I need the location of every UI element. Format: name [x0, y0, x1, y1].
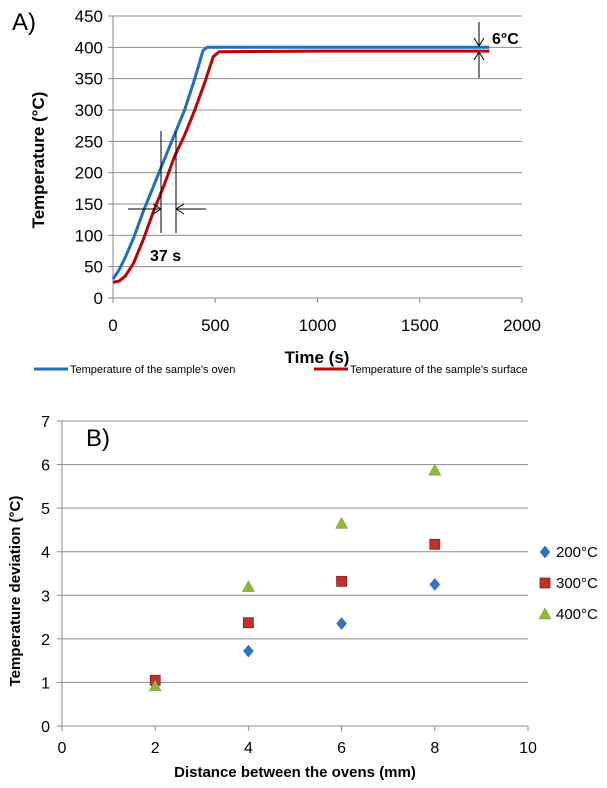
legend-label-400c: 400°C: [556, 606, 598, 623]
chart-a-y-tick-label: 150: [75, 195, 103, 214]
legend-label-surface: Temperature of the sample's surface: [350, 364, 528, 376]
chart-a-x-tick-label: 1000: [299, 316, 337, 335]
chart-b-y-tick-label: 4: [41, 545, 50, 562]
chart-b-y-tick-label: 0: [41, 719, 50, 736]
point-300c: [336, 575, 348, 587]
panel-a-label: A): [12, 9, 36, 36]
chart-b-y-tick-label: 1: [41, 675, 50, 692]
chart-a-series: [111, 45, 490, 284]
chart-a-x-ticks: 0 500 1000 1500 2000: [108, 298, 541, 335]
chart-a-y-axis-title: Temperature (°C): [29, 92, 48, 229]
chart-b-y-ticks: 0 1 2 3 4 5 6 7: [41, 414, 62, 736]
point-200c: [336, 617, 347, 630]
legend-marker-400c: [538, 607, 552, 620]
series-line-surface: [112, 49, 490, 284]
legend-label-300c: 300°C: [556, 575, 598, 592]
legend-marker-200c: [539, 545, 551, 559]
chart-b-x-axis-title: Distance between the ovens (mm): [174, 764, 416, 781]
legend-marker-300c: [539, 577, 551, 589]
chart-a-x-tick-label: 0: [108, 316, 117, 335]
point-400c: [241, 580, 255, 592]
chart-b-y-axis-title: Temperature deviation (°C): [7, 496, 24, 687]
chart-b-x-tick-label: 8: [430, 740, 439, 757]
chart-b-gridlines: [61, 420, 528, 727]
legend-label-200c: 200°C: [556, 544, 598, 561]
legend-label-oven: Temperature of the sample's oven: [70, 364, 235, 376]
chart-a-legend: Temperature of the sample's oven Tempera…: [34, 364, 528, 376]
chart-b-y-tick-label: 5: [41, 501, 50, 518]
chart-b-y-tick-label: 7: [41, 414, 50, 431]
chart-b-x-ticks: 0 2 4 6 8 10: [58, 726, 537, 757]
chart-a-y-ticks: 0 50 100 150 200 250 300 350 400 450: [75, 7, 113, 308]
arrow-37s-left-head: [152, 203, 162, 215]
chart-a-y-tick-label: 400: [75, 38, 103, 57]
arrow-6c-bottom-head: [473, 51, 485, 61]
chart-b-x-tick-label: 4: [244, 740, 253, 757]
chart-b-x-tick-label: 2: [151, 740, 160, 757]
point-300c: [242, 617, 254, 629]
chart-b: B) 0 1 2 3 4 5 6 7 0 2 4 6 8 10 Distance between the…: [7, 414, 598, 781]
point-400c: [428, 463, 442, 476]
chart-a: A) 0 50 100 150 200 250 300 350 400 450 0 500 1000 1…: [12, 7, 541, 376]
chart-a-y-tick-label: 350: [75, 70, 103, 89]
chart-b-x-tick-label: 6: [337, 740, 346, 757]
chart-a-x-tick-label: 1500: [401, 316, 439, 335]
chart-a-y-tick-label: 0: [94, 289, 103, 308]
chart-a-y-tick-label: 50: [84, 258, 103, 277]
point-300c: [429, 538, 441, 550]
chart-b-y-tick-label: 2: [41, 632, 50, 649]
series-line-oven: [111, 45, 490, 281]
chart-b-points: [148, 463, 442, 692]
chart-a-y-tick-label: 300: [75, 101, 103, 120]
chart-b-legend: 200°C 300°C 400°C: [538, 544, 598, 623]
chart-a-y-tick-label: 250: [75, 132, 103, 151]
chart-a-x-tick-label: 500: [201, 316, 229, 335]
chart-a-x-tick-label: 2000: [503, 316, 541, 335]
chart-b-x-tick-label: 10: [519, 740, 537, 757]
arrow-37s-right-head: [175, 203, 185, 215]
annotation-37s: 37 s: [150, 248, 181, 265]
point-200c: [429, 578, 441, 591]
chart-a-y-tick-label: 200: [75, 164, 103, 183]
annotation-6c: 6°C: [492, 31, 519, 48]
arrow-6c-top-head: [473, 37, 485, 47]
panel-b-label: B): [86, 425, 110, 452]
chart-b-x-tick-label: 0: [58, 740, 67, 757]
chart-b-y-tick-label: 3: [41, 588, 50, 605]
chart-a-y-tick-label: 450: [75, 7, 103, 26]
chart-b-y-tick-label: 6: [41, 458, 50, 475]
point-200c: [243, 644, 254, 658]
chart-a-annotations: 6°C 37 s: [128, 22, 519, 265]
chart-a-x-axis-title: Time (s): [285, 348, 350, 367]
point-400c: [148, 679, 162, 692]
chart-a-y-tick-label: 100: [75, 226, 103, 245]
point-400c: [335, 516, 349, 529]
